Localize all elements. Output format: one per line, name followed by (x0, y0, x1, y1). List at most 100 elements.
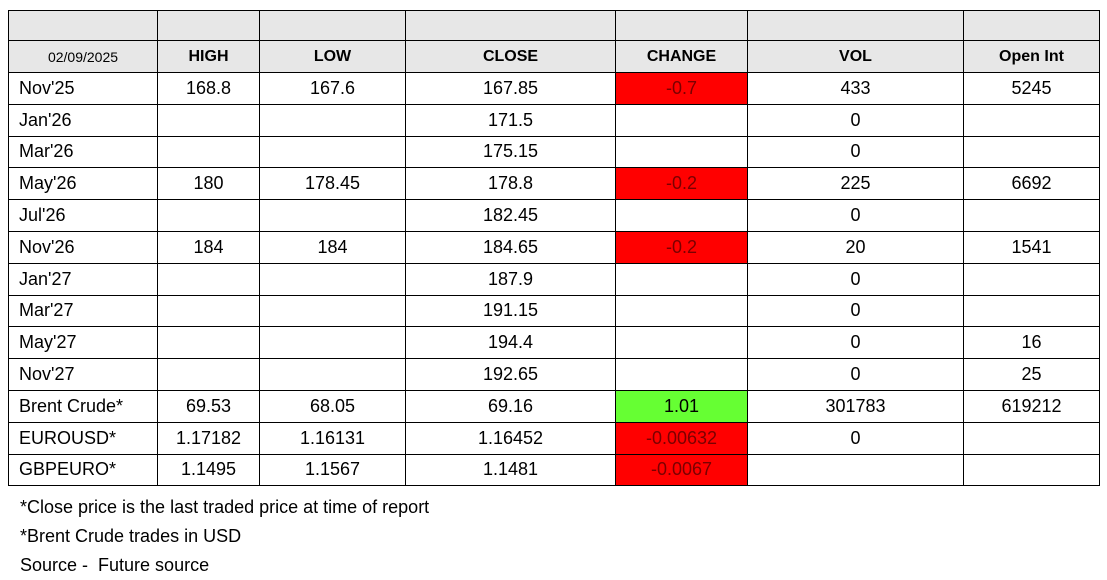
change-cell: 1.01 (615, 389, 748, 423)
open-int-cell (963, 199, 1100, 232)
open-int-cell (963, 103, 1100, 137)
footnote-brent-currency: *Brent Crude trades in USD (20, 526, 242, 546)
change-cell (615, 326, 748, 360)
change-cell: -0.0067 (615, 453, 748, 487)
table-row: May'26 180 178.45 178.8 -0.2 225 6692 (8, 167, 1100, 201)
vol-cell: 0 (747, 199, 964, 232)
high-cell (157, 294, 260, 328)
high-cell: 1.1495 (157, 453, 260, 487)
close-cell: 1.1481 (405, 453, 616, 487)
footnote-close-price: *Close price is the last traded price at… (20, 497, 430, 517)
low-cell: 1.1567 (259, 453, 406, 487)
open-int-cell (963, 262, 1100, 296)
table-row: Nov'25 168.8 167.6 167.85 -0.7 433 5245 (8, 72, 1100, 105)
open-int-cell (963, 453, 1100, 487)
table-row: Nov'26 184 184 184.65 -0.2 20 1541 (8, 230, 1100, 264)
change-cell (615, 199, 748, 232)
row-label: Jan'26 (8, 103, 158, 137)
table-row: Jan'27 187.9 0 (8, 262, 1100, 296)
row-label: Jul'26 (8, 199, 158, 232)
open-int-cell: 6692 (963, 167, 1100, 201)
row-label: Nov'25 (8, 72, 158, 105)
table-row: GBPEURO* 1.1495 1.1567 1.1481 -0.0067 (8, 453, 1100, 487)
close-cell: 69.16 (405, 389, 616, 423)
vol-cell: 301783 (747, 389, 964, 423)
row-label: Nov'26 (8, 230, 158, 264)
change-cell (615, 103, 748, 137)
row-label: May'26 (8, 167, 158, 201)
open-int-cell: 619212 (963, 389, 1100, 423)
low-cell: 178.45 (259, 167, 406, 201)
vol-cell: 0 (747, 421, 964, 455)
vol-cell: 433 (747, 72, 964, 105)
table-row: Mar'27 191.15 0 (8, 294, 1100, 328)
low-cell (259, 294, 406, 328)
vol-cell: 0 (747, 135, 964, 169)
vol-cell (747, 453, 964, 487)
open-int-cell: 16 (963, 326, 1100, 360)
low-cell (259, 262, 406, 296)
change-cell (615, 262, 748, 296)
close-cell: 167.85 (405, 72, 616, 105)
low-cell: 68.05 (259, 389, 406, 423)
vol-cell: 0 (747, 326, 964, 360)
low-cell (259, 358, 406, 391)
footnote-source: Source - Future source (20, 555, 210, 575)
row-label: Brent Crude* (8, 389, 158, 423)
vol-cell: 0 (747, 262, 964, 296)
high-cell: 180 (157, 167, 260, 201)
table-row: Jul'26 182.45 0 (8, 199, 1100, 232)
open-int-cell (963, 294, 1100, 328)
row-label: EUROUSD* (8, 421, 158, 455)
vol-cell: 0 (747, 358, 964, 391)
vol-cell: 0 (747, 103, 964, 137)
row-label: Mar'27 (8, 294, 158, 328)
close-cell: 191.15 (405, 294, 616, 328)
close-cell: 1.16452 (405, 421, 616, 455)
footnotes: *Close price is the last traded price at… (20, 493, 429, 580)
row-label: GBPEURO* (8, 453, 158, 487)
low-cell (259, 199, 406, 232)
table-row: Jan'26 171.5 0 (8, 103, 1100, 137)
high-cell: 168.8 (157, 72, 260, 105)
column-header-vol: VOL (747, 40, 964, 73)
open-int-cell: 5245 (963, 72, 1100, 105)
low-cell: 184 (259, 230, 406, 264)
table-blank-header-row (8, 10, 1100, 41)
high-cell (157, 358, 260, 391)
close-cell: 184.65 (405, 230, 616, 264)
open-int-cell: 25 (963, 358, 1100, 391)
column-header-high: HIGH (157, 40, 260, 73)
row-label: Nov'27 (8, 358, 158, 391)
high-cell (157, 199, 260, 232)
close-cell: 194.4 (405, 326, 616, 360)
low-cell (259, 326, 406, 360)
high-cell: 69.53 (157, 389, 260, 423)
change-cell (615, 294, 748, 328)
row-label: Mar'26 (8, 135, 158, 169)
high-cell (157, 262, 260, 296)
change-cell (615, 358, 748, 391)
open-int-cell: 1541 (963, 230, 1100, 264)
close-cell: 171.5 (405, 103, 616, 137)
open-int-cell (963, 135, 1100, 169)
close-cell: 182.45 (405, 199, 616, 232)
close-cell: 192.65 (405, 358, 616, 391)
column-header-change: CHANGE (615, 40, 748, 73)
close-cell: 175.15 (405, 135, 616, 169)
table-row: Mar'26 175.15 0 (8, 135, 1100, 169)
low-cell: 167.6 (259, 72, 406, 105)
high-cell: 184 (157, 230, 260, 264)
table-row: May'27 194.4 0 16 (8, 326, 1100, 360)
table-row: Nov'27 192.65 0 25 (8, 358, 1100, 391)
table-row: Brent Crude* 69.53 68.05 69.16 1.01 301783 619… (8, 389, 1100, 423)
row-label: May'27 (8, 326, 158, 360)
column-header-low: LOW (259, 40, 406, 73)
change-cell (615, 135, 748, 169)
open-int-cell (963, 421, 1100, 455)
report-date: 02/09/2025 (8, 40, 158, 73)
change-cell: -0.2 (615, 167, 748, 201)
column-header-close: CLOSE (405, 40, 616, 73)
high-cell: 1.17182 (157, 421, 260, 455)
vol-cell: 225 (747, 167, 964, 201)
